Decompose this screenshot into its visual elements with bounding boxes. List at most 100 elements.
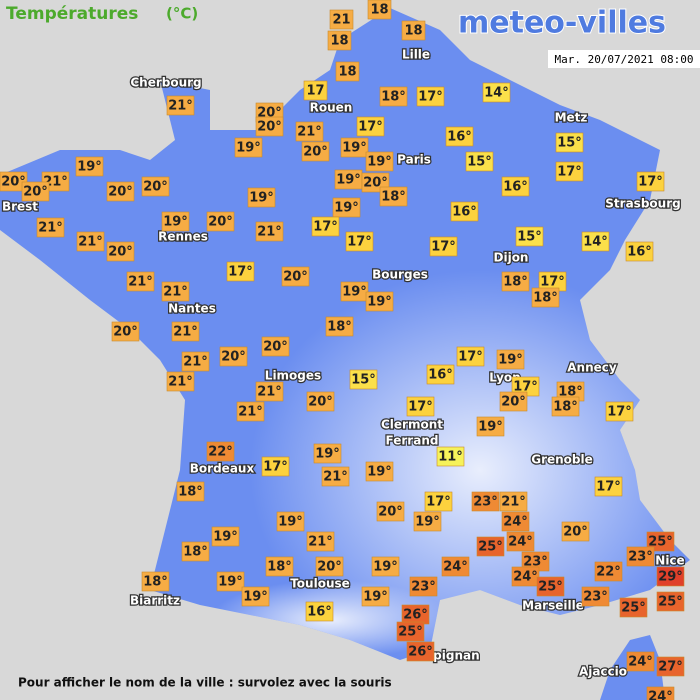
temperature-box bbox=[379, 86, 408, 107]
temperature-box bbox=[465, 151, 494, 172]
temperature-label: 11° bbox=[438, 450, 463, 465]
temperature-label: 19° bbox=[334, 201, 359, 216]
temperature-box bbox=[166, 95, 195, 116]
temperature-box bbox=[315, 556, 344, 577]
footer: Pour afficher le nom de la ville : survo… bbox=[18, 676, 392, 690]
temperature-box bbox=[241, 586, 270, 607]
temperature-box bbox=[261, 336, 290, 357]
temperature-box bbox=[0, 171, 28, 192]
city-name: Strasbourg bbox=[605, 197, 680, 211]
temperature-box bbox=[365, 291, 394, 312]
temperature-box bbox=[206, 441, 235, 462]
temperature-box bbox=[361, 586, 390, 607]
temperature-box bbox=[396, 621, 425, 642]
temperature-box bbox=[646, 531, 675, 552]
temperature-box bbox=[335, 61, 360, 82]
temperature-label: 18 bbox=[338, 65, 356, 80]
temperature-box bbox=[376, 501, 405, 522]
temperature-label: 16° bbox=[627, 245, 652, 260]
city-name: Ferrand bbox=[386, 434, 439, 448]
temperature-box bbox=[181, 541, 210, 562]
temperature-label: 20° bbox=[317, 560, 342, 575]
temperature-label: 17° bbox=[228, 265, 253, 280]
datetime: Mar. 20/07/2021 08:00 bbox=[554, 53, 693, 66]
temperature-label: 19° bbox=[336, 173, 361, 188]
temperature-label: 23° bbox=[523, 555, 548, 570]
temperature-box bbox=[345, 231, 374, 252]
temperature-box bbox=[379, 186, 408, 207]
temperature-label: 20° bbox=[378, 505, 403, 520]
temperature-label: 19° bbox=[478, 420, 503, 435]
temperature-box bbox=[281, 266, 310, 287]
temperature-box bbox=[499, 391, 528, 412]
temperature-box bbox=[313, 443, 342, 464]
unit: (°C) bbox=[166, 5, 198, 23]
temperature-box bbox=[276, 511, 305, 532]
temperature-box bbox=[561, 521, 590, 542]
temperature-box bbox=[625, 241, 654, 262]
temperature-label: 17° bbox=[596, 480, 621, 495]
temperature-label: 18° bbox=[183, 545, 208, 560]
temperature-box bbox=[219, 346, 248, 367]
temperature-label: 24° bbox=[508, 535, 533, 550]
temperature-label: 19° bbox=[498, 353, 523, 368]
temperature-box bbox=[265, 556, 294, 577]
temperature-box bbox=[161, 281, 190, 302]
temperature-box bbox=[619, 597, 648, 618]
temperature-box bbox=[176, 481, 205, 502]
temperature-box bbox=[646, 686, 675, 700]
temperature-box bbox=[406, 641, 435, 662]
temperature-box bbox=[471, 491, 500, 512]
city-name: Marseille bbox=[522, 599, 584, 613]
temperature-box bbox=[166, 371, 195, 392]
temperature-label: 23° bbox=[411, 580, 436, 595]
city-name: Grenoble bbox=[531, 453, 593, 467]
temperature-label: 23° bbox=[628, 550, 653, 565]
temperature-label: 17° bbox=[263, 460, 288, 475]
temperature-label: 19° bbox=[315, 447, 340, 462]
temperature-label: 21° bbox=[168, 99, 193, 114]
city-name: Toulouse bbox=[290, 577, 350, 591]
temperature-label: 20° bbox=[257, 120, 282, 135]
temperature-label: 25° bbox=[621, 601, 646, 616]
temperature-box bbox=[181, 351, 210, 372]
temperature-label: 14° bbox=[583, 235, 608, 250]
temperature-label: 24° bbox=[503, 515, 528, 530]
temperature-label: 15° bbox=[351, 373, 376, 388]
temperature-label: 27° bbox=[658, 660, 683, 675]
temperature-box bbox=[234, 137, 263, 158]
temperature-box bbox=[340, 281, 369, 302]
temperature-box bbox=[401, 20, 426, 41]
temperature-box bbox=[141, 571, 170, 592]
temperature-label: 17° bbox=[313, 220, 338, 235]
temperature-label: 23° bbox=[583, 590, 608, 605]
temperature-box bbox=[511, 566, 540, 587]
city-name: Annecy bbox=[567, 361, 617, 375]
temperature-label: 16° bbox=[452, 205, 477, 220]
temperature-box bbox=[111, 321, 140, 342]
temperature-label: 20° bbox=[501, 395, 526, 410]
temperature-box bbox=[426, 364, 455, 385]
temperature-label: 15° bbox=[517, 230, 542, 245]
temperature-box bbox=[216, 571, 245, 592]
city-name: Metz bbox=[555, 111, 588, 125]
temperature-label: 21° bbox=[308, 535, 333, 550]
temperature-box bbox=[321, 466, 350, 487]
temperature-box bbox=[236, 401, 265, 422]
temperature-box bbox=[76, 231, 105, 252]
temperature-box bbox=[406, 396, 435, 417]
city-name: Bordeaux bbox=[190, 462, 255, 476]
temperature-label: 25° bbox=[658, 595, 683, 610]
temperature-box bbox=[255, 221, 284, 242]
temperature-box bbox=[413, 511, 442, 532]
temperature-label: 21° bbox=[183, 355, 208, 370]
temperature-label: 18° bbox=[327, 320, 352, 335]
temperature-box bbox=[327, 30, 352, 51]
temperature-label: 18° bbox=[381, 190, 406, 205]
temperature-box bbox=[349, 369, 378, 390]
temperature-box bbox=[356, 116, 385, 137]
temperature-box bbox=[555, 161, 584, 182]
city-name: Clermont bbox=[381, 418, 443, 432]
temperature-label: 21° bbox=[501, 495, 526, 510]
temperature-label: 20° bbox=[113, 325, 138, 340]
